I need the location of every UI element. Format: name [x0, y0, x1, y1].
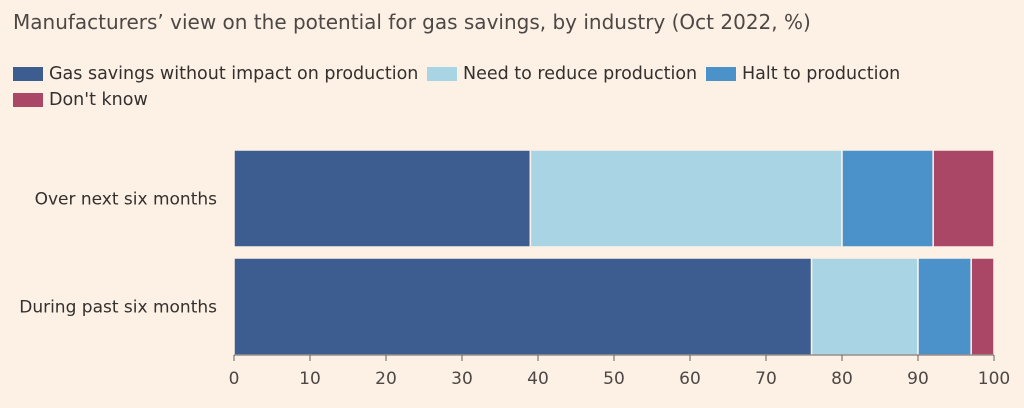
bar-over-next-six-months-gas-savings-without-impact-on-production [233, 149, 532, 248]
x-tick-label-30: 30 [451, 369, 473, 389]
bar-during-past-six-months-need-to-reduce-production [810, 257, 919, 356]
legend-swatch-reduce-production [427, 67, 457, 81]
legend-label-gas-savings: Gas savings without impact on production [49, 64, 419, 84]
legend-item-dont-know: Don't know [13, 90, 148, 110]
legend-swatch-dont-know [13, 93, 43, 107]
x-tick-label-100: 100 [978, 369, 1010, 389]
x-tick-label-20: 20 [375, 369, 397, 389]
x-tick-label-80: 80 [831, 369, 853, 389]
bar-during-past-six-months-gas-savings-without-impact-on-production [233, 257, 813, 356]
x-tick-label-50: 50 [603, 369, 625, 389]
legend-item-gas-savings: Gas savings without impact on production [13, 64, 418, 84]
category-label-during-past-six-months: During past six months [19, 298, 217, 318]
x-tick-label-40: 40 [527, 369, 549, 389]
legend-item-halt-production: Halt to production [706, 64, 900, 84]
bar-over-next-six-months-halt-to-production [841, 149, 934, 248]
legend-item-reduce-production: Need to reduce production [427, 64, 697, 84]
category-label-over-next-six-months: Over next six months [35, 190, 218, 210]
bar-during-past-six-months-don-t-know [970, 257, 995, 356]
x-tick-label-10: 10 [299, 369, 321, 389]
x-tick-label-60: 60 [679, 369, 701, 389]
legend-label-reduce-production: Need to reduce production [463, 64, 698, 84]
x-tick-label-90: 90 [907, 369, 929, 389]
chart-title: Manufacturers’ view on the potential for… [13, 10, 811, 34]
x-tick-label-0: 0 [229, 369, 240, 389]
bar-over-next-six-months-don-t-know [932, 149, 995, 248]
bar-over-next-six-months-need-to-reduce-production [529, 149, 843, 248]
legend-swatch-gas-savings [13, 67, 43, 81]
legend-label-dont-know: Don't know [49, 90, 148, 110]
legend-swatch-halt-production [706, 67, 736, 81]
x-tick-label-70: 70 [755, 369, 777, 389]
bar-during-past-six-months-halt-to-production [917, 257, 972, 356]
legend-label-halt-production: Halt to production [742, 64, 901, 84]
